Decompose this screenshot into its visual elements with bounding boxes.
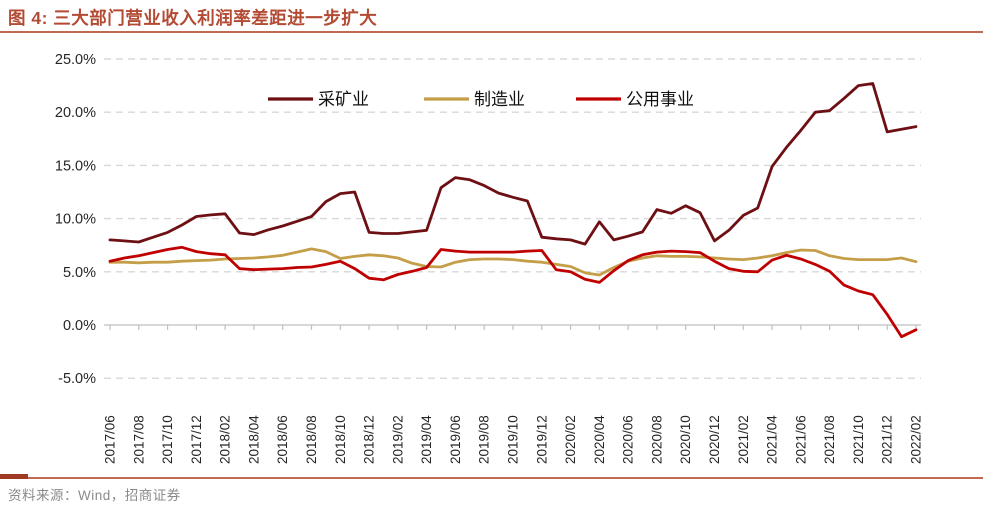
y-axis-tick-label: 10.0% [55,212,96,228]
legend-label-公用事业: 公用事业 [626,90,694,109]
x-axis-tick-label: 2019/02 [390,415,405,464]
x-axis-tick-label: 2020/02 [563,415,578,464]
x-axis-tick-label: 2021/10 [851,415,866,464]
x-axis-tick-label: 2018/08 [304,415,319,464]
x-axis-tick-label: 2018/04 [246,415,261,464]
x-axis-tick-label: 2019/04 [419,415,434,464]
x-axis-tick-label: 2020/10 [678,415,693,464]
x-axis-tick-label: 2020/06 [621,415,636,464]
x-axis-tick-label: 2019/08 [477,415,492,464]
x-axis-tick-label: 2018/12 [362,415,377,464]
series-line-公用事业 [108,245,918,339]
x-axis-tick-label: 2020/12 [707,415,722,464]
x-axis-tick-label: 2021/06 [793,415,808,464]
x-axis-tick-label: 2020/04 [592,415,607,464]
x-axis-tick-label: 2019/12 [534,415,549,464]
x-axis-tick-label: 2017/10 [160,415,175,464]
x-axis-tick-label: 2019/10 [506,415,521,464]
x-axis-tick-label: 2018/02 [218,415,233,464]
footer-divider-accent [0,474,28,479]
x-axis-tick-label: 2018/10 [333,415,348,464]
legend-label-采矿业: 采矿业 [318,90,369,109]
y-axis-tick-label: 15.0% [55,158,96,174]
x-axis-tick-label: 2021/12 [880,415,895,464]
y-axis-tick-label: 5.0% [63,265,96,281]
figure-title: 图 4: 三大部门营业收入利润率差距进一步扩大 [8,8,378,28]
x-axis-tick-label: 2017/12 [189,415,204,464]
y-axis-tick-label: 20.0% [55,105,96,121]
x-axis-tick-label: 2021/02 [736,415,751,464]
x-axis-tick-label: 2019/06 [448,415,463,464]
legend-label-制造业: 制造业 [474,90,525,109]
y-axis-tick-label: 25.0% [55,52,96,68]
series-line-采矿业 [108,82,918,246]
x-axis-tick-label: 2018/06 [275,415,290,464]
x-axis-tick-label: 2021/08 [822,415,837,464]
source-note: 资料来源：Wind，招商证券 [8,488,181,503]
x-axis-tick-label: 2021/04 [765,415,780,464]
x-axis-tick-label: 2020/08 [649,415,664,464]
x-axis-tick-label: 2017/06 [103,415,118,464]
x-axis-tick-label: 2022/02 [909,415,924,464]
y-axis-tick-label: 0.0% [63,318,96,334]
x-axis-tick-label: 2017/08 [131,415,146,464]
title-divider [0,31,983,33]
footer-divider [0,477,983,479]
series-line-制造业 [108,247,918,277]
y-axis-tick-label: -5.0% [58,371,96,387]
